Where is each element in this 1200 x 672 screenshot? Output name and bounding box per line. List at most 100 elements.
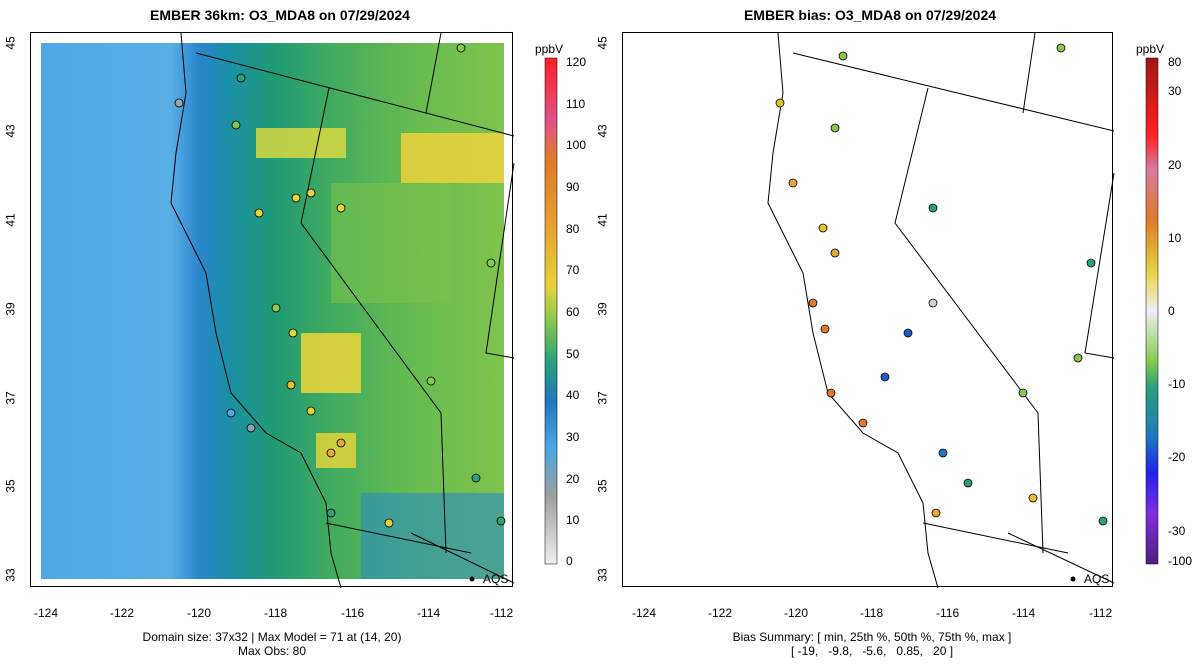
station-marker [306,406,316,416]
station-marker [336,203,346,213]
left-model-field [41,32,515,589]
station-marker [291,193,301,203]
y-tick: 37 [3,391,18,405]
y-tick: 33 [3,568,18,582]
left-station-markers [174,43,506,528]
station-marker [1086,258,1096,268]
x-tick: -120 [784,606,809,620]
colorbar-tick: 10 [1168,231,1182,245]
station-marker [306,188,316,198]
station-marker [820,324,830,334]
y-tick: 37 [595,391,610,405]
station-marker [326,508,336,518]
station-marker [788,178,798,188]
y-tick: 43 [3,124,18,138]
station-marker [226,408,236,418]
station-marker [830,123,840,133]
colorbar-tick: 120 [566,55,587,69]
x-tick: -114 [417,606,441,620]
y-tick: 43 [595,124,610,138]
station-marker [286,380,296,390]
station-marker [336,438,346,448]
station-marker [928,203,938,213]
station-marker [903,328,913,338]
y-tick: 35 [595,479,610,493]
x-tick: -116 [936,606,960,620]
colorbar-tick: 30 [566,430,580,444]
colorbar-tick: 10 [566,513,580,527]
y-tick: 41 [595,213,610,227]
station-marker [830,248,840,258]
x-tick: -118 [264,606,288,620]
x-tick: -122 [708,606,733,620]
colorbar-tick: 100 [566,138,587,152]
left-caption-line1: Domain size: 37x32 | Max Model = 71 at (… [142,630,402,644]
station-marker [288,328,298,338]
x-tick: -118 [860,606,884,620]
left-colorbar-unit: ppbV [535,42,564,56]
right-map-frame: AQS [622,32,1115,589]
colorbar-tick: 0 [566,554,573,568]
right-caption-line2: [ -19, -9.8, -5.6, 0.85, 20 ] [790,644,954,658]
colorbar-tick: 40 [566,388,580,402]
station-marker [1073,353,1083,363]
x-tick: -120 [187,606,212,620]
colorbar-tick: -100 [1168,554,1193,568]
y-tick: 39 [3,302,18,316]
station-marker [426,376,436,386]
colorbar-tick: 90 [566,180,580,194]
colorbar-tick: -20 [1168,450,1186,464]
right-colorbar-unit: ppbV [1136,42,1165,56]
station-marker [1028,493,1038,503]
colorbar-tick: 80 [1168,55,1182,69]
y-tick: 41 [3,213,18,227]
station-marker [1098,516,1108,526]
left-colorbar-gradient [544,57,558,565]
y-tick: 45 [3,36,18,50]
left-map-title: EMBER 36km: O3_MDA8 on 07/29/2024 [150,7,410,23]
right-map-title: EMBER bias: O3_MDA8 on 07/29/2024 [743,7,997,23]
station-marker [838,51,848,61]
colorbar-tick: 110 [566,97,586,111]
colorbar-tick: 20 [1168,158,1182,172]
colorbar-tick: 80 [566,222,580,236]
colorbar-tick: 60 [566,305,580,319]
colorbar-tick: 20 [566,472,580,486]
x-tick: -114 [1012,606,1036,620]
station-marker [928,298,938,308]
left-map-frame: AQS [30,32,515,589]
station-marker [880,372,890,382]
colorbar-tick: 70 [566,263,580,277]
station-marker [271,303,281,313]
x-tick: -122 [110,606,135,620]
station-marker [174,98,184,108]
station-marker [818,223,828,233]
station-marker [826,388,836,398]
station-marker [326,448,336,458]
colorbar-tick: -10 [1168,377,1186,391]
x-tick: -124 [34,606,59,620]
station-marker [931,508,941,518]
x-tick: -112 [490,606,514,620]
right-caption-line1: Bias Summary: [ min, 25th %, 50th %, 75t… [732,630,1012,644]
station-marker [384,518,394,528]
right-caption: Bias Summary: [ min, 25th %, 50th %, 75t… [660,630,1084,658]
colorbar-tick: 50 [566,347,580,361]
station-marker [963,478,973,488]
station-marker [775,98,785,108]
station-marker [254,208,264,218]
station-marker [858,418,868,428]
x-tick: -124 [632,606,657,620]
station-marker [1018,388,1028,398]
station-marker [938,448,948,458]
colorbar-tick: -30 [1168,524,1186,538]
right-bias-markers [775,43,1108,526]
right-aqs-marker [1070,576,1076,582]
x-tick: -116 [341,606,365,620]
left-aqs-marker [469,576,475,582]
y-tick: 35 [3,479,18,493]
colorbar-tick: 30 [1168,84,1182,98]
y-tick: 33 [595,568,610,582]
station-marker [471,473,481,483]
station-marker [808,298,818,308]
